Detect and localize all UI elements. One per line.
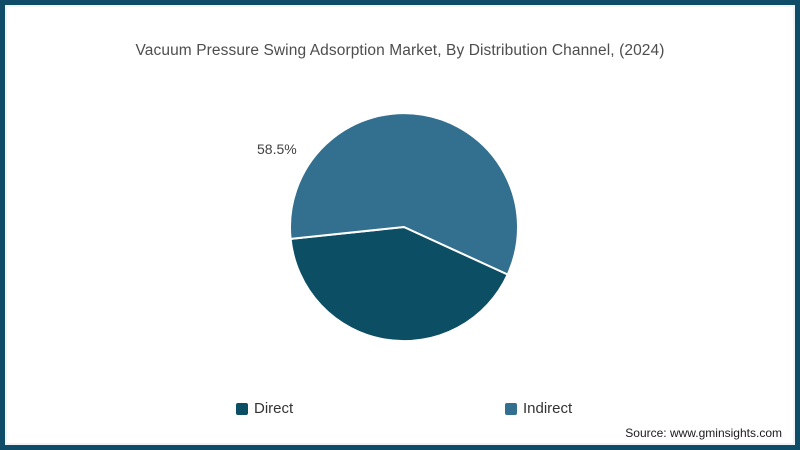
source-label: Source: www.gminsights.com xyxy=(625,426,782,440)
legend-swatch-indirect xyxy=(505,402,517,415)
pie-slice-direct[interactable] xyxy=(289,226,509,343)
pie-chart xyxy=(289,112,519,343)
pie-slice-indirect[interactable] xyxy=(289,112,519,276)
legend-item-direct[interactable]: Direct xyxy=(236,400,293,417)
legend-label-direct: Direct xyxy=(254,400,294,417)
chart-title: Vacuum Pressure Swing Adsorption Market,… xyxy=(135,42,665,59)
legend-item-indirect[interactable]: Indirect xyxy=(505,400,572,417)
pie-data-label-indirect: 58.5% xyxy=(257,141,297,157)
legend-swatch-direct xyxy=(236,402,248,415)
legend-label-indirect: Indirect xyxy=(523,400,573,417)
